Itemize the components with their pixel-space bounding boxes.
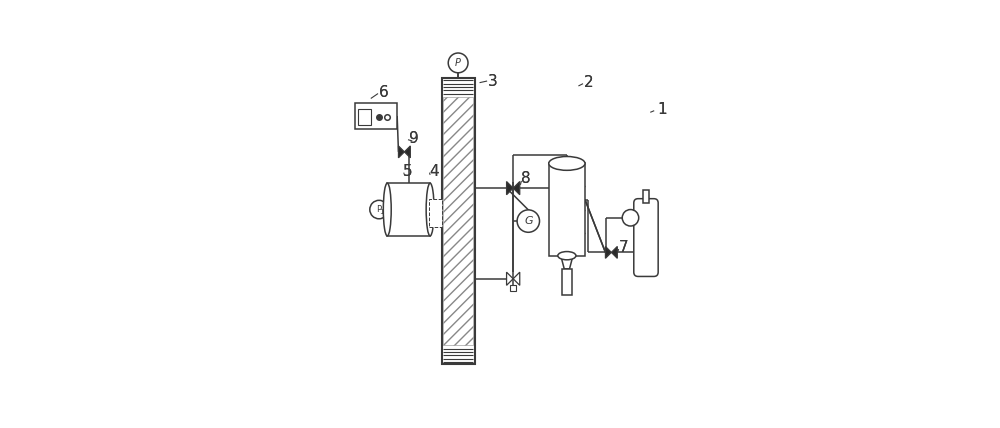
Text: P: P [376,205,382,214]
Text: 2: 2 [584,75,593,90]
Text: P: P [455,58,461,68]
Ellipse shape [558,252,576,260]
Circle shape [517,210,540,232]
Bar [358,109,371,125]
Polygon shape [561,256,573,269]
Polygon shape [507,272,513,285]
Text: 1: 1 [658,101,667,116]
Text: 6: 6 [379,85,389,100]
Text: 5: 5 [403,164,413,179]
Text: G: G [524,216,533,226]
Bar [643,190,649,203]
Ellipse shape [549,157,585,170]
Polygon shape [404,146,410,158]
Text: 8: 8 [521,171,531,187]
Bar [510,285,516,291]
Text: 7: 7 [619,240,628,255]
Bar [355,103,397,129]
Text: 4: 4 [429,164,439,179]
Bar [429,199,442,227]
Polygon shape [507,181,513,195]
FancyBboxPatch shape [634,199,658,276]
Text: 5: 5 [403,164,413,179]
Polygon shape [513,181,520,195]
Bar [549,163,585,256]
Text: 1: 1 [658,101,667,116]
Text: 7: 7 [619,240,628,255]
Bar [562,269,572,295]
Circle shape [622,210,639,226]
Bar [442,78,475,365]
Polygon shape [398,146,404,158]
Text: 4: 4 [429,164,439,179]
Text: 8: 8 [521,171,531,187]
Ellipse shape [383,183,391,236]
Polygon shape [611,247,617,259]
Text: 6: 6 [379,85,389,100]
Polygon shape [605,247,611,259]
Circle shape [370,200,388,219]
Circle shape [448,53,468,73]
Text: 3: 3 [488,74,498,89]
Text: 9: 9 [409,131,418,146]
Text: 2: 2 [584,75,593,90]
Text: 9: 9 [409,131,418,146]
Polygon shape [513,272,520,285]
Text: 3: 3 [488,74,498,89]
Text: 1: 1 [379,208,384,214]
Bar [387,183,430,236]
Bar [443,98,473,345]
Ellipse shape [426,183,434,236]
